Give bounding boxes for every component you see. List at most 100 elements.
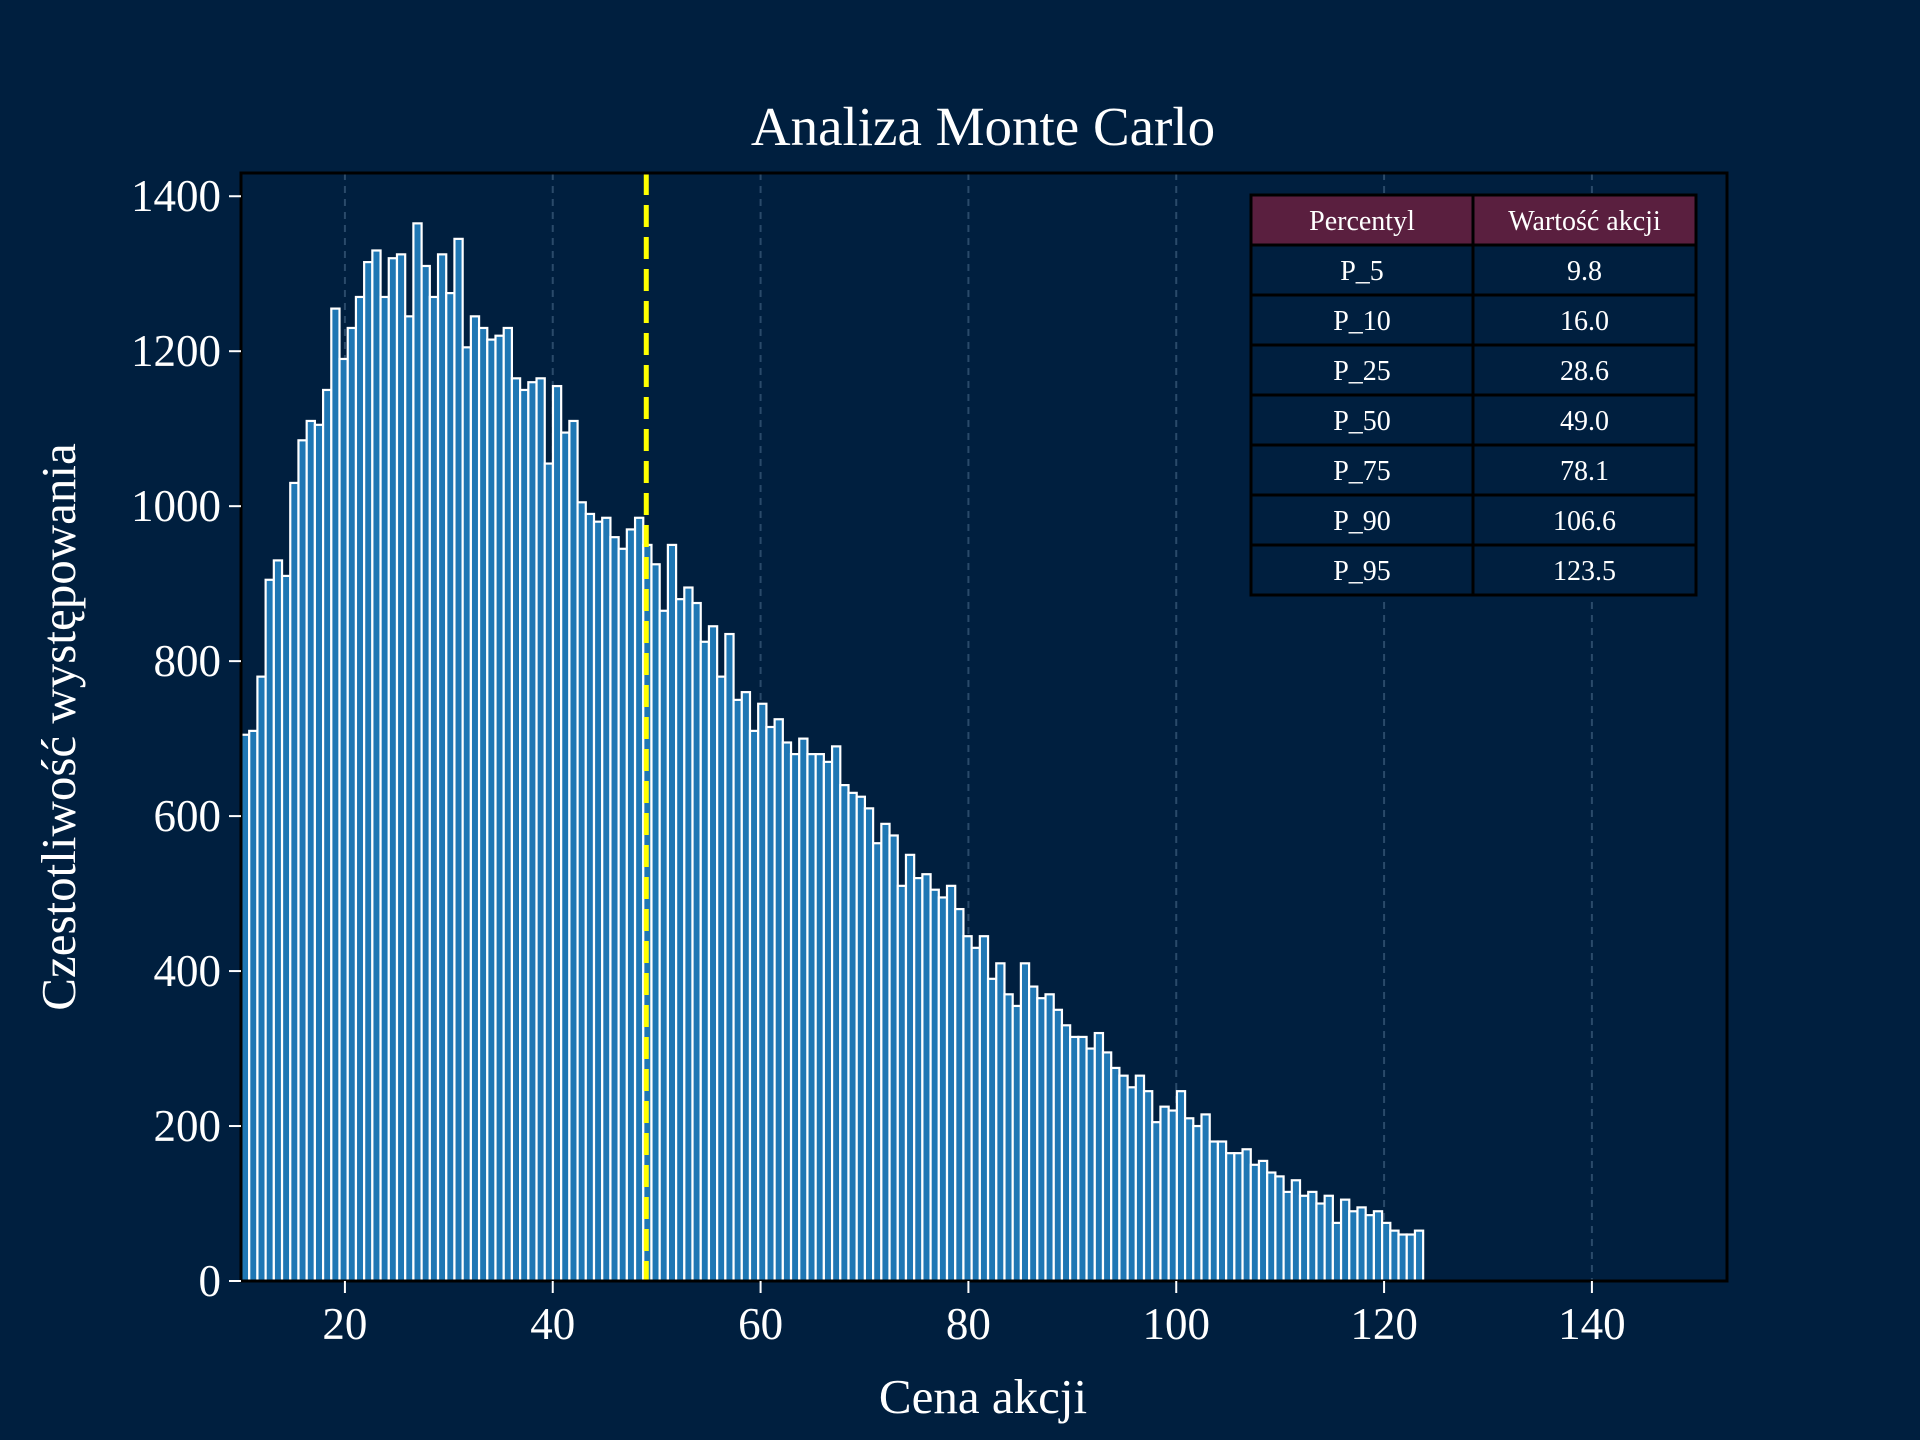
table-cell (1249, 243, 1475, 297)
histogram-bar (280, 574, 292, 1283)
histogram-bar (264, 578, 275, 1283)
histogram-bar (781, 741, 793, 1283)
histogram-bar (609, 536, 620, 1283)
table-cell-text: P_90 (1333, 506, 1391, 537)
x-tick-label: 100 (1142, 1299, 1210, 1349)
histogram-bar (1118, 1074, 1129, 1283)
histogram-bar (650, 563, 661, 1283)
table-cell (1471, 243, 1698, 297)
histogram-bar (543, 462, 555, 1283)
histogram-bar (1167, 1109, 1178, 1283)
histogram-bar (716, 675, 727, 1283)
histogram-bar (995, 962, 1006, 1283)
histogram-bar (338, 357, 349, 1283)
histogram-bar (256, 675, 267, 1283)
histogram-bar (1290, 1179, 1302, 1283)
histogram-bar (1356, 1206, 1367, 1283)
histogram-bar (1331, 1221, 1343, 1283)
histogram-bar (1216, 1140, 1228, 1283)
histogram-bar (1011, 1004, 1022, 1283)
table-cell-text: 49.0 (1560, 406, 1609, 437)
histogram-bar (1044, 993, 1055, 1283)
histogram-bar (1323, 1194, 1334, 1283)
histogram-bar (1077, 1035, 1088, 1283)
x-tick-label: 140 (1558, 1299, 1626, 1349)
histogram-bar (305, 419, 316, 1283)
table-header-text: Percentyl (1309, 206, 1415, 237)
x-ticks: 20 40 60 80 100 120 140 (322, 1281, 1626, 1349)
histogram-bar (822, 760, 834, 1283)
table-cell (1471, 293, 1698, 347)
histogram-bar (798, 737, 809, 1283)
histogram-bar (1266, 1171, 1277, 1283)
histogram-bar (674, 598, 686, 1283)
histogram-bar (683, 586, 694, 1283)
table-cell (1249, 543, 1475, 597)
histogram-bar (428, 295, 440, 1283)
histogram-bar (1413, 1229, 1425, 1283)
percentile-table: Percentyl Wartość akcji P_5 9.8 P_10 16.0 P_25… (1249, 193, 1698, 597)
histogram-bar (1060, 1024, 1072, 1283)
histogram-bar (584, 512, 596, 1283)
histogram-bar (519, 388, 530, 1283)
histogram-bar (789, 753, 801, 1283)
histogram-bar (1241, 1148, 1252, 1283)
histogram-bar (740, 691, 752, 1283)
histogram-bar (1134, 1074, 1146, 1283)
histogram-bar (1274, 1175, 1285, 1283)
histogram-bar (732, 698, 743, 1283)
x-tick-label: 40 (530, 1299, 575, 1349)
histogram-bar (773, 718, 784, 1283)
y-tick-label: 800 (154, 636, 222, 686)
histogram-bar (1093, 1031, 1105, 1283)
histogram-bar (412, 222, 423, 1283)
histogram-bar (1085, 1047, 1096, 1283)
histogram-bar (904, 853, 916, 1283)
histogram-bar (913, 876, 924, 1283)
bars (239, 222, 1425, 1283)
table-cell (1471, 543, 1698, 597)
histogram-bar (625, 528, 637, 1283)
histogram-bar (986, 977, 998, 1283)
histogram-bar (1200, 1113, 1211, 1283)
histogram-bar (814, 753, 825, 1283)
x-axis-label: Cena akcji (879, 1369, 1087, 1424)
table-cell-text: P_50 (1333, 406, 1391, 437)
table-cell-text: 78.1 (1560, 456, 1609, 487)
histogram-bar (978, 935, 990, 1283)
histogram-bar (272, 559, 284, 1283)
y-tick-label: 200 (154, 1101, 222, 1151)
table-cell-text: 106.6 (1553, 506, 1616, 537)
histogram-bar (387, 257, 399, 1283)
histogram-bar (1027, 985, 1039, 1283)
histogram-bar (1405, 1233, 1417, 1283)
histogram-bar (1389, 1229, 1400, 1283)
histogram-bar (1257, 1159, 1269, 1283)
histogram-bar (1175, 1090, 1187, 1283)
histogram-bar (601, 516, 612, 1283)
histogram-bar (395, 253, 407, 1283)
table-cell-text: P_75 (1333, 456, 1391, 487)
histogram-bar (633, 516, 645, 1283)
y-tick-label: 1000 (131, 481, 221, 531)
histogram-bar (896, 884, 908, 1283)
histogram-bar (1307, 1190, 1318, 1283)
table-header-text: Wartość akcji (1508, 206, 1661, 237)
histogram-bar (1126, 1086, 1137, 1283)
table-cell-text: 16.0 (1560, 306, 1609, 337)
chart-title: Analiza Monte Carlo (751, 96, 1215, 157)
histogram-bar (1183, 1117, 1195, 1283)
histogram-bar (921, 873, 932, 1283)
histogram-bar (1397, 1233, 1408, 1283)
histogram-bar (1208, 1140, 1220, 1283)
y-tick-label: 1400 (131, 171, 221, 221)
table-cell-text: P_5 (1340, 256, 1384, 287)
histogram-bar (954, 907, 965, 1283)
histogram-bar (872, 842, 883, 1283)
table-cell-text: 9.8 (1567, 256, 1602, 287)
histogram-bar (880, 822, 891, 1283)
histogram-bar (1110, 1066, 1121, 1283)
histogram-bar (486, 338, 497, 1283)
table-cell-text: 123.5 (1553, 556, 1616, 587)
